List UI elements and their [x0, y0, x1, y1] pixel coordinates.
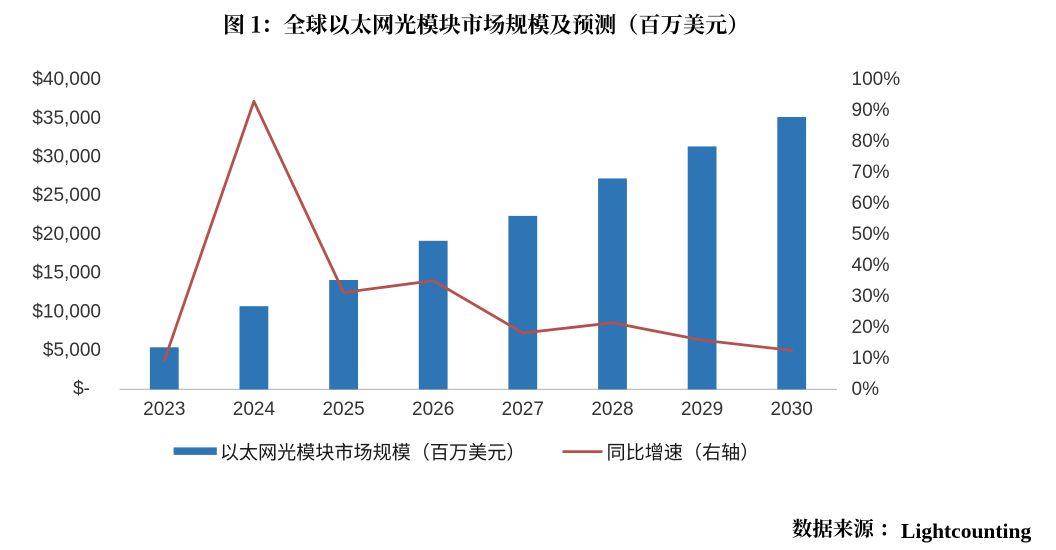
svg-text:$5,000: $5,000 — [43, 340, 101, 361]
svg-text:0%: 0% — [852, 379, 880, 400]
svg-text:50%: 50% — [852, 224, 890, 245]
svg-text:Lightcounting: Lightcounting — [901, 519, 1031, 543]
svg-text:60%: 60% — [852, 193, 890, 214]
svg-text:2029: 2029 — [681, 399, 723, 420]
svg-text:2024: 2024 — [233, 399, 276, 420]
svg-text:80%: 80% — [852, 131, 890, 152]
svg-text:40%: 40% — [852, 255, 890, 276]
svg-text:2026: 2026 — [412, 399, 454, 420]
svg-text:100%: 100% — [852, 69, 901, 90]
svg-text:$15,000: $15,000 — [32, 263, 101, 284]
svg-text:$30,000: $30,000 — [32, 147, 101, 168]
svg-text:$40,000: $40,000 — [32, 69, 101, 90]
svg-text:2028: 2028 — [591, 399, 633, 420]
svg-text:$20,000: $20,000 — [32, 224, 101, 245]
svg-text:30%: 30% — [852, 286, 890, 307]
svg-text:2030: 2030 — [771, 399, 813, 420]
svg-text:$10,000: $10,000 — [32, 301, 101, 322]
svg-text:2023: 2023 — [143, 399, 185, 420]
svg-text:70%: 70% — [852, 162, 890, 183]
svg-text:20%: 20% — [852, 317, 890, 338]
svg-text:$25,000: $25,000 — [32, 185, 101, 206]
svg-text:$-: $- — [73, 379, 90, 400]
svg-text:2025: 2025 — [322, 399, 364, 420]
svg-text:2027: 2027 — [502, 399, 544, 420]
svg-text:10%: 10% — [852, 348, 890, 369]
svg-text:90%: 90% — [852, 100, 890, 121]
svg-text:$35,000: $35,000 — [32, 108, 101, 129]
